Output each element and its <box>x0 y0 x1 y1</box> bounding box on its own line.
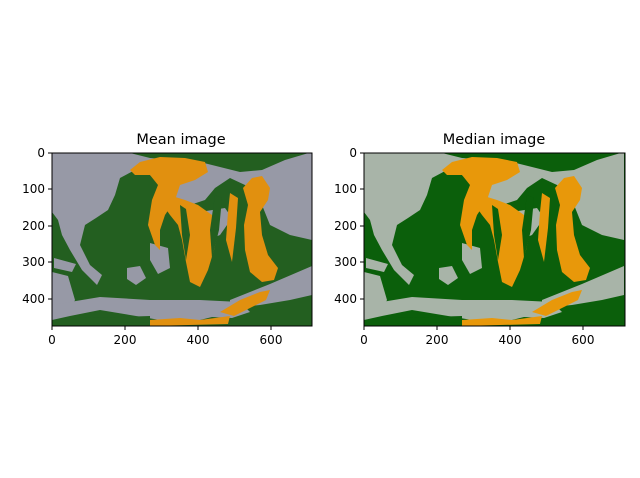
x-tick-label: 400 <box>499 333 522 347</box>
x-tick-label: 0 <box>48 333 56 347</box>
x-tick-label: 400 <box>187 333 210 347</box>
y-tick-label: 0 <box>349 146 357 160</box>
x-tick-label: 600 <box>260 333 283 347</box>
orange-regions <box>130 157 278 326</box>
y-tick-label: 300 <box>334 255 357 269</box>
y-tick-label: 100 <box>334 182 357 196</box>
panel-title-median: Median image <box>443 132 546 148</box>
orange-regions <box>442 157 590 326</box>
y-tick-label: 0 <box>37 146 45 160</box>
x-tick-label: 200 <box>114 333 137 347</box>
axis-ticks-mean: 0 200 400 600 0 100 200 300 400 <box>22 146 282 347</box>
image-mean <box>52 153 312 326</box>
x-tick-label: 600 <box>572 333 595 347</box>
panel-mean: Mean image <box>22 132 313 347</box>
axis-ticks-median: 0 200 400 600 0 100 200 300 400 <box>334 146 594 347</box>
y-tick-label: 100 <box>22 182 45 196</box>
axes-frame-mean <box>51 152 313 327</box>
y-tick-label: 200 <box>334 219 357 233</box>
y-tick-label: 200 <box>22 219 45 233</box>
x-tick-label: 0 <box>360 333 368 347</box>
y-tick-label: 300 <box>22 255 45 269</box>
dark-details <box>85 195 222 324</box>
panel-title-mean: Mean image <box>136 132 225 148</box>
y-tick-label: 400 <box>334 292 357 306</box>
dark-details <box>397 195 534 324</box>
axes-frame-median <box>363 152 626 327</box>
x-tick-label: 200 <box>426 333 449 347</box>
panel-median: Median image <box>334 132 626 347</box>
y-tick-label: 400 <box>22 292 45 306</box>
image-median <box>364 153 625 326</box>
